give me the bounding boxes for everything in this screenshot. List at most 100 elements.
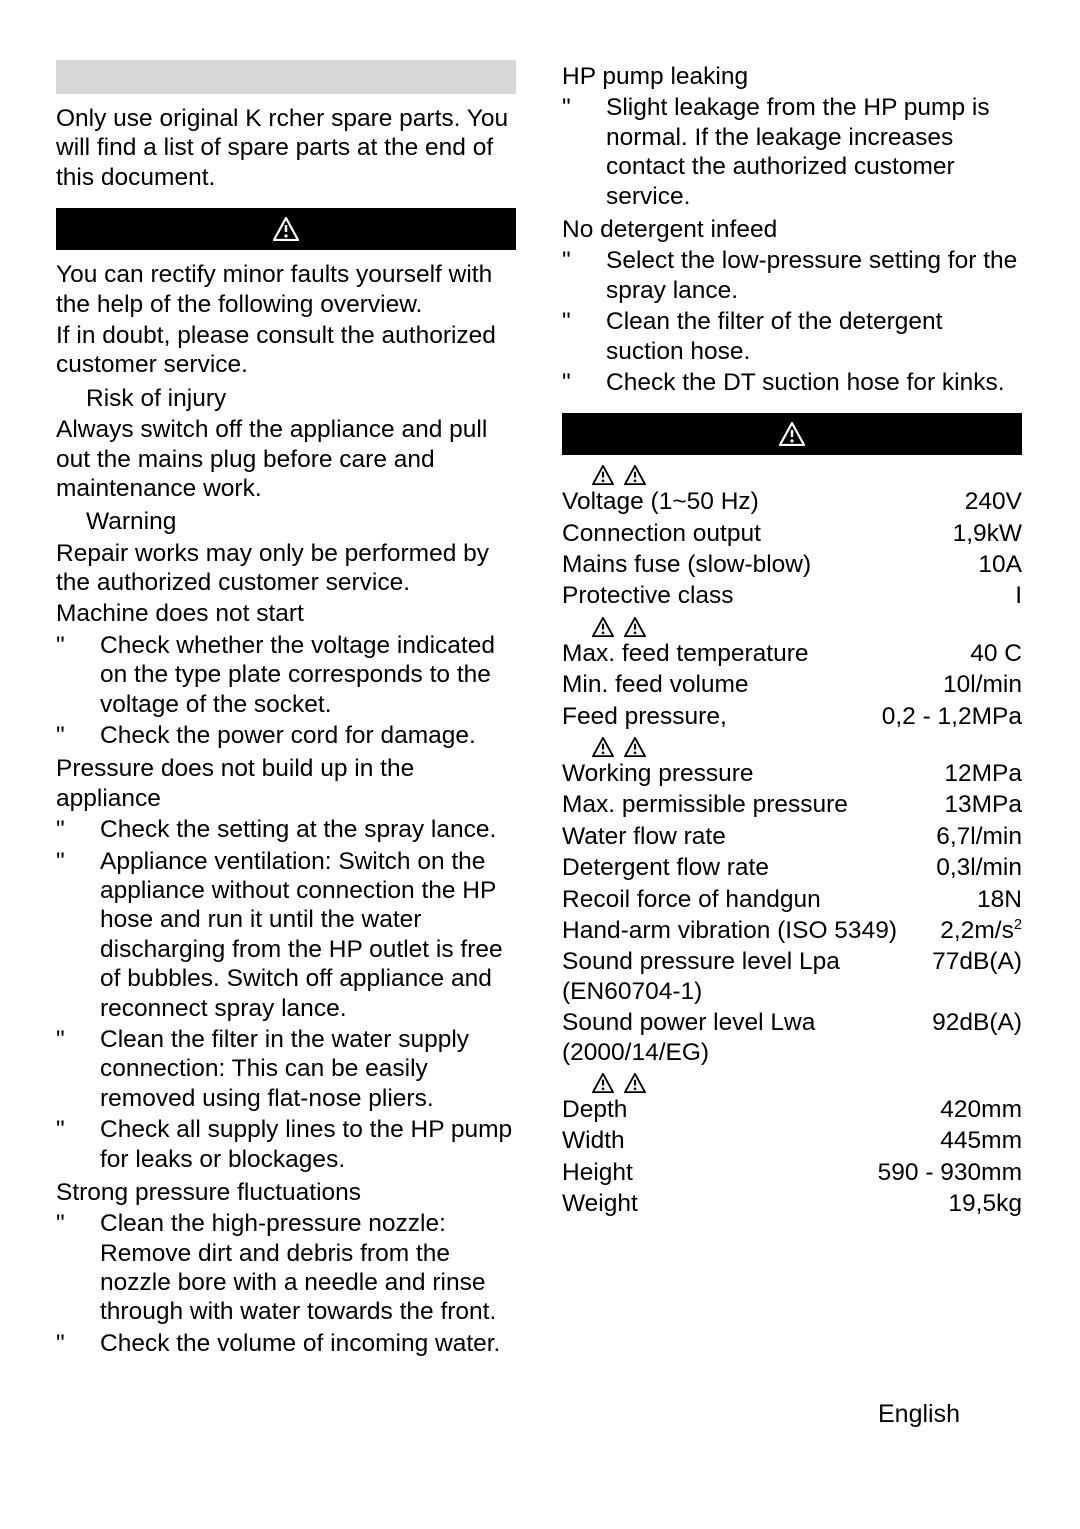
spec-row: Feed pressure,0,2 - 1,2MPa (562, 702, 1022, 731)
spec-value: 6,7l/min (930, 822, 1022, 851)
spec-value: 13MPa (932, 790, 1022, 819)
spec-value: 10l/min (930, 670, 1022, 699)
spec-row: Width445mm (562, 1126, 1022, 1155)
spec-row: Max. permissible pressure13MPa (562, 790, 1022, 819)
spec-value: 92dB(A) (919, 1008, 1022, 1067)
list-item: Select the low-pressure setting for the … (562, 246, 1022, 305)
problem-1-list: Check whether the voltage indicated on t… (56, 631, 516, 751)
page: Only use original K rcher spare parts. Y… (0, 0, 1080, 1362)
spec-label: Feed pressure, (562, 702, 882, 731)
list-item: Slight leakage from the HP pump is norma… (562, 93, 1022, 211)
list-item: Check the DT suction hose for kinks. (562, 368, 1022, 397)
spec-label: Water flow rate (562, 822, 930, 851)
spec-label: Detergent flow rate (562, 853, 930, 882)
ts-intro-2: If in doubt, please consult the authoriz… (56, 321, 516, 380)
spec-row: Connection output1,9kW (562, 519, 1022, 548)
spec-label: Max. permissible pressure (562, 790, 932, 819)
list-item: Clean the filter in the water supply con… (56, 1025, 516, 1113)
spec-row: Detergent flow rate0,3l/min (562, 853, 1022, 882)
list-item: Clean the filter of the detergent suctio… (562, 307, 1022, 366)
problem-4-list: Slight leakage from the HP pump is norma… (562, 93, 1022, 211)
warning-text: Repair works may only be performed by th… (56, 539, 516, 598)
spec-row: Weight19,5kg (562, 1189, 1022, 1218)
problem-5-heading: No detergent infeed (562, 215, 1022, 244)
spec-label: Weight (562, 1189, 948, 1218)
risk-label: Risk of injury (86, 384, 516, 413)
problem-1-heading: Machine does not start (56, 599, 516, 628)
problem-2-list: Check the setting at the spray lance. App… (56, 815, 516, 1174)
spec-value: 12MPa (932, 759, 1022, 788)
list-item: Check whether the voltage indicated on t… (56, 631, 516, 719)
spec-row: Sound power level Lwa (2000/14/EG)92dB(A… (562, 1008, 1022, 1067)
section-banner-troubleshoot (56, 208, 516, 250)
spec-row: Hand-arm vibration (ISO 5349)2,2m/s2 (562, 916, 1022, 945)
spec-row: Height590 - 930mm (562, 1158, 1022, 1187)
spec-label: Mains fuse (slow-blow) (562, 550, 966, 579)
spec-row: Min. feed volume10l/min (562, 670, 1022, 699)
right-column: HP pump leaking Slight leakage from the … (562, 60, 1022, 1362)
spec-label: Width (562, 1126, 940, 1155)
spec-value: 1,9kW (947, 519, 1022, 548)
spec-label: Voltage (1~50 Hz) (562, 487, 965, 516)
list-item: Check the setting at the spray lance. (56, 815, 516, 844)
spec-label: Max. feed temperature (562, 639, 958, 668)
spec-section-icons (562, 1073, 1022, 1093)
spec-value: 240V (965, 487, 1022, 516)
list-item: Check the power cord for damage. (56, 721, 516, 750)
spec-label: Recoil force of handgun (562, 885, 964, 914)
spec-value: 19,5kg (948, 1189, 1022, 1218)
warning-label: Warning (86, 507, 516, 536)
problem-2-heading: Pressure does not build up in the applia… (56, 754, 516, 813)
list-item: Check all supply lines to the HP pump fo… (56, 1115, 516, 1174)
spare-parts-text: Only use original K rcher spare parts. Y… (56, 104, 516, 192)
spec-row: Max. feed temperature40 C (562, 639, 1022, 668)
problem-5-list: Select the low-pressure setting for the … (562, 246, 1022, 397)
specifications-container: Voltage (1~50 Hz)240V Connection output1,… (562, 465, 1022, 1218)
spec-value: 0,3l/min (930, 853, 1022, 882)
spec-value: 0,2 - 1,2MPa (882, 702, 1022, 731)
risk-text: Always switch off the appliance and pull… (56, 415, 516, 503)
section-bar-spare-parts (56, 60, 516, 94)
problem-4-heading: HP pump leaking (562, 62, 1022, 91)
spec-label: Protective class (562, 581, 975, 610)
warning-icon (273, 217, 299, 241)
ts-intro-1: You can rectify minor faults yourself wi… (56, 260, 516, 319)
list-item: Appliance ventilation: Switch on the app… (56, 847, 516, 1023)
spec-row: Voltage (1~50 Hz)240V (562, 487, 1022, 516)
spec-value: 40 C (958, 639, 1023, 668)
problem-3-list: Clean the high-pressure nozzle: Remove d… (56, 1209, 516, 1358)
spec-value: 445mm (940, 1126, 1022, 1155)
spec-section-icons (562, 465, 1022, 485)
spec-value: 77dB(A) (919, 947, 1022, 1006)
spec-label: Hand-arm vibration (ISO 5349) (562, 916, 934, 945)
spec-section-icons (562, 737, 1022, 757)
spec-row: Recoil force of handgun18N (562, 885, 1022, 914)
spec-label: Connection output (562, 519, 947, 548)
spec-label: Sound pressure level Lpa (EN60704-1) (562, 947, 919, 1006)
warning-icon (779, 422, 805, 446)
spec-row: Water flow rate6,7l/min (562, 822, 1022, 851)
spec-value: 590 - 930mm (878, 1158, 1022, 1187)
spec-row: Depth420mm (562, 1095, 1022, 1124)
spec-value: I (975, 581, 1022, 610)
spec-value: 10A (966, 550, 1022, 579)
spec-label: Min. feed volume (562, 670, 930, 699)
section-banner-specifications (562, 413, 1022, 455)
spec-value: 420mm (940, 1095, 1022, 1124)
spec-row: Protective classI (562, 581, 1022, 610)
spec-label: Height (562, 1158, 878, 1187)
spec-value: 2,2m/s2 (934, 916, 1022, 945)
spec-section-icons (562, 617, 1022, 637)
problem-3-heading: Strong pressure fluctuations (56, 1178, 516, 1207)
spec-label: Sound power level Lwa (2000/14/EG) (562, 1008, 919, 1067)
spec-value: 18N (964, 885, 1022, 914)
page-footer-language: English (878, 1399, 960, 1429)
spec-row: Working pressure12MPa (562, 759, 1022, 788)
spec-label: Depth (562, 1095, 940, 1124)
spec-row: Sound pressure level Lpa (EN60704-1)77dB… (562, 947, 1022, 1006)
spec-label: Working pressure (562, 759, 932, 788)
list-item: Clean the high-pressure nozzle: Remove d… (56, 1209, 516, 1327)
spec-row: Mains fuse (slow-blow)10A (562, 550, 1022, 579)
list-item: Check the volume of incoming water. (56, 1329, 516, 1358)
left-column: Only use original K rcher spare parts. Y… (56, 60, 516, 1362)
